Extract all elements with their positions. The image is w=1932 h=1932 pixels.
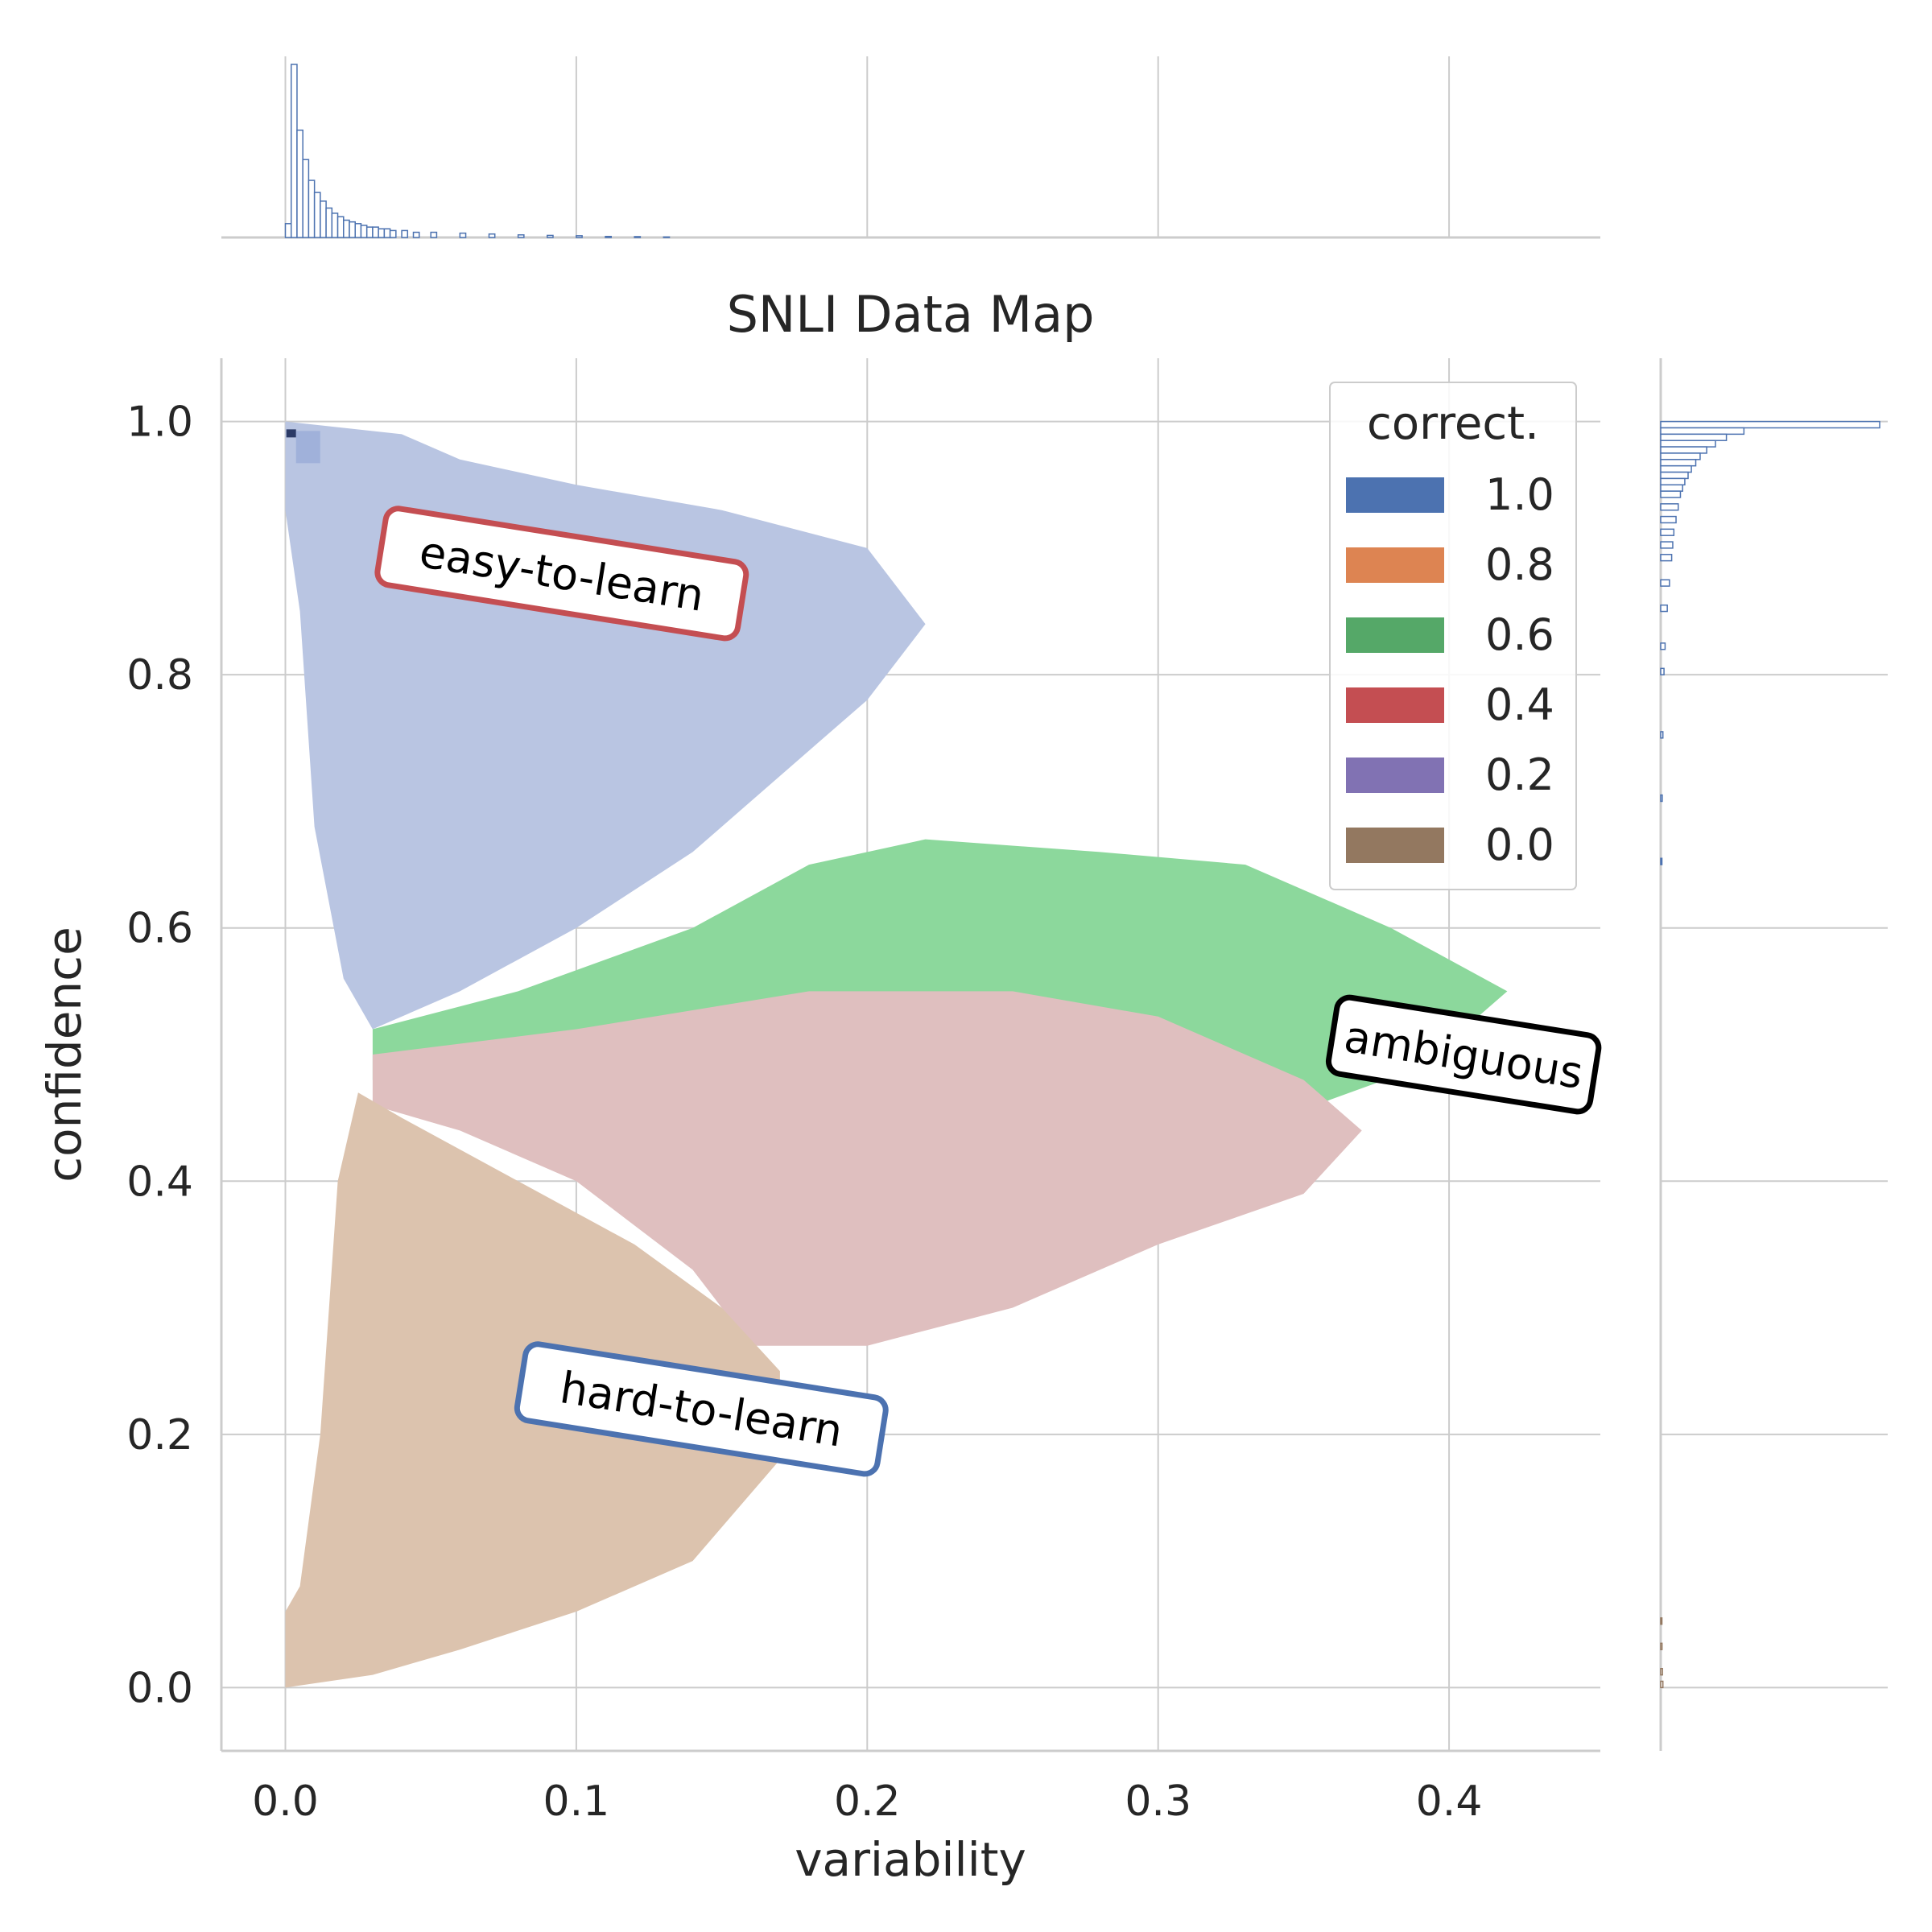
legend-swatch (1346, 687, 1444, 723)
legend-swatch (1346, 617, 1444, 653)
top-histogram-bar (401, 229, 409, 238)
top-histogram-bar (378, 228, 386, 238)
right-histogram-bar (1660, 794, 1663, 803)
right-histogram-bar (1660, 427, 1745, 436)
y-tick-label: 0.0 (126, 1664, 193, 1712)
right-histogram-bar (1660, 490, 1682, 498)
top-histogram-bar (325, 207, 333, 238)
x-tick-label: 0.3 (1125, 1777, 1191, 1826)
legend-swatch (1346, 758, 1444, 793)
top-histogram-bar (430, 231, 438, 238)
legend-swatch (1346, 477, 1444, 513)
right-histogram-bar (1660, 471, 1689, 480)
right-histogram-bar (1660, 579, 1670, 587)
main-axes-spines (220, 358, 1600, 1752)
top-histogram-bar (389, 229, 397, 238)
top-histogram-bar (320, 200, 327, 238)
top-histogram-bar (547, 234, 554, 238)
right-histogram-bar (1660, 446, 1707, 454)
top-histogram-bar (576, 235, 583, 238)
right-histogram-bar (1660, 541, 1674, 549)
y-axis-label: confidence (37, 927, 92, 1183)
right-histogram-bar (1660, 1680, 1664, 1689)
heatmap-regions (285, 421, 1508, 1688)
x-tick-label: 0.2 (834, 1777, 901, 1826)
top-histogram-bar (365, 226, 374, 238)
right-histogram-bar (1660, 459, 1697, 467)
y-tick-label: 0.6 (126, 905, 193, 953)
right-histogram-bar (1660, 420, 1880, 429)
top-histogram-bar (336, 216, 345, 238)
right-histogram-bar (1660, 477, 1686, 486)
legend-entries: 1.0 0.8 0.6 0.4 0.2 0.0 (1346, 469, 1554, 870)
top-histogram-bar (296, 129, 303, 238)
y-tick-label: 1.0 (126, 398, 193, 447)
top-histogram-bar (488, 233, 496, 238)
right-histogram-bar (1660, 642, 1666, 650)
right-histogram-bar (1660, 484, 1683, 492)
legend-label: 0.6 (1485, 609, 1554, 660)
top-histogram-bar (360, 225, 368, 238)
x-tick-label: 0.4 (1416, 1777, 1483, 1826)
right-histogram-bar (1660, 433, 1728, 441)
top-histogram-bar (372, 226, 379, 238)
right-histogram-bar (1660, 857, 1663, 865)
top-histogram-bar (331, 213, 339, 238)
top-histogram-bar (459, 232, 467, 238)
region-correctness-0-4 (372, 991, 1362, 1346)
y-tick-label: 0.2 (126, 1411, 193, 1459)
top-histogram-bar (284, 223, 292, 238)
top-marginal-histogram (221, 56, 1600, 239)
x-axis-label: variability (795, 1832, 1026, 1887)
legend-label: 0.8 (1485, 539, 1554, 590)
top-histogram-bar (302, 159, 310, 238)
x-tick-label: 0.0 (252, 1777, 319, 1826)
top-histogram-bar (412, 231, 420, 238)
right-histogram-bar (1660, 528, 1675, 536)
annotation-box (514, 1341, 889, 1477)
legend-label: 0.0 (1485, 819, 1554, 870)
density-hotspot-halo (295, 431, 320, 464)
annotation-box (1325, 994, 1602, 1115)
annotation-ambiguous: ambiguous (1325, 994, 1602, 1115)
top-histogram-bar (349, 221, 356, 238)
right-histogram-bar (1660, 452, 1701, 460)
main-plot-area: 0.0 0.1 0.2 0.3 0.4 0.0 0.2 0.4 0.6 0.8 1.0 (126, 358, 1600, 1826)
main-tick-labels: 0.0 0.1 0.2 0.3 0.4 0.0 0.2 0.4 0.6 0.8 1.0 (126, 398, 1482, 1826)
annotation-box (374, 506, 749, 642)
top-histogram-bar (383, 228, 391, 238)
chart-title: SNLI Data Map (727, 285, 1095, 344)
legend-label: 0.2 (1485, 749, 1554, 800)
right-histogram-bar (1660, 515, 1677, 524)
x-tick-label: 0.1 (543, 1777, 610, 1826)
right-marginal-histogram (1659, 358, 1888, 1751)
legend-swatch (1346, 828, 1444, 863)
right-histogram-bar (1660, 667, 1665, 675)
right-histogram-bar (1660, 503, 1679, 511)
top-histogram-bar (308, 180, 316, 238)
top-histogram-bar (290, 64, 298, 238)
right-histogram-bar (1660, 464, 1692, 473)
right-histogram-bar (1660, 554, 1673, 562)
right-histogram-bar (1660, 440, 1716, 448)
top-histogram-bar (517, 234, 525, 238)
legend-title: correct. (1367, 398, 1539, 450)
density-hotspot (286, 429, 296, 438)
legend-label: 0.4 (1485, 679, 1554, 730)
right-histogram-bar (1660, 1642, 1663, 1650)
legend-swatch (1346, 547, 1444, 583)
top-histogram-bar (343, 219, 350, 238)
right-histogram-bar (1660, 1668, 1663, 1676)
right-histogram-bar (1660, 604, 1668, 613)
y-tick-label: 0.4 (126, 1158, 193, 1206)
top-histogram-bar (313, 192, 321, 238)
right-histogram-bar (1660, 731, 1664, 739)
y-tick-label: 0.8 (126, 651, 193, 700)
legend-label: 1.0 (1485, 469, 1554, 520)
top-histogram-bar (354, 223, 362, 238)
right-histogram-bar (1660, 1617, 1663, 1625)
legend: correct. 1.0 0.8 0.6 0.4 0.2 0.0 (1329, 382, 1577, 890)
